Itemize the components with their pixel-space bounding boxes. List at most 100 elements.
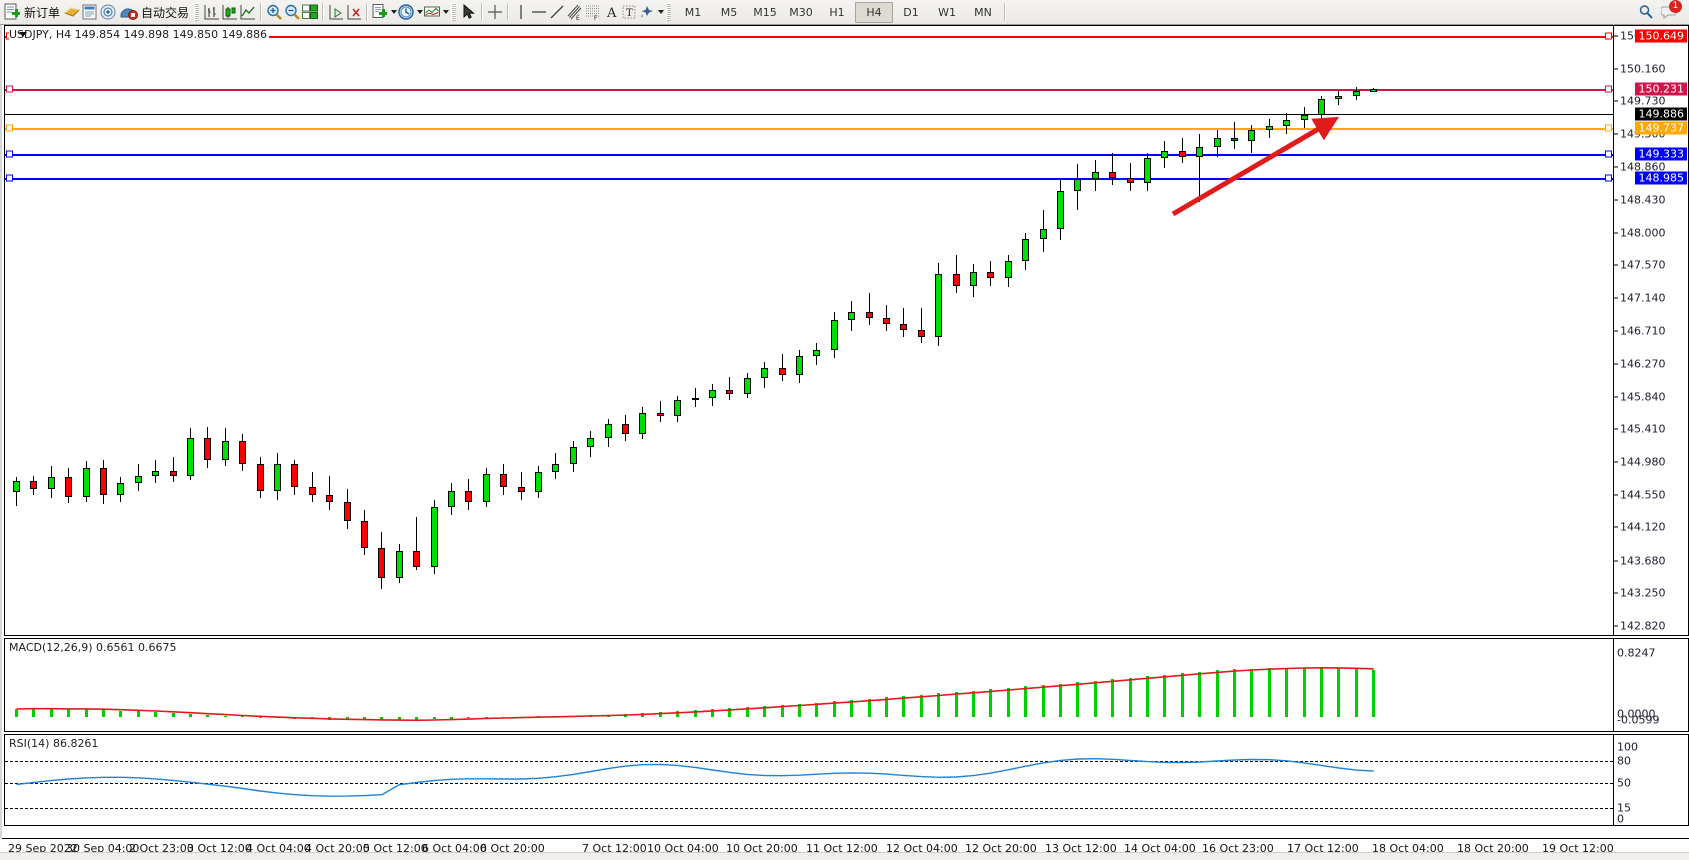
tile-windows-icon[interactable] [301,3,319,21]
market-watch-icon[interactable] [81,3,99,21]
fibonacci-icon[interactable]: F [584,3,602,22]
autotrade-button[interactable]: 自动交易 [117,1,192,23]
price-tick: 143.680 [1614,554,1666,567]
price-tick: 146.710 [1614,324,1666,337]
notifications-icon[interactable]: 1 [1660,0,1682,21]
text-label-icon[interactable]: T [620,3,638,21]
candle-body [1248,130,1256,142]
macd-histogram-bar [84,709,88,717]
add-indicator-icon[interactable] [371,3,389,21]
price-plot[interactable] [5,26,1613,635]
candle-body [134,475,142,484]
candle-chart-icon[interactable] [221,3,239,21]
level-line-current-price-black[interactable] [5,114,1613,115]
price-tick: 145.840 [1614,390,1666,403]
level-handle-resistance-red[interactable] [1605,32,1612,40]
timeframe-h4[interactable]: H4 [855,1,894,23]
macd-plot[interactable] [5,639,1613,731]
templates-dropdown-caret[interactable] [443,10,450,14]
trendline-icon[interactable] [548,3,566,21]
candle-body [691,398,699,401]
timeframe-m5[interactable]: M5 [720,5,738,19]
macd-histogram-bar [15,708,18,717]
period-clock-icon[interactable] [397,3,415,21]
cursor-icon[interactable] [460,3,478,21]
auto-scroll-icon[interactable] [345,3,363,21]
line-chart-icon[interactable] [239,3,257,21]
bar-chart-icon[interactable] [203,3,221,21]
level-line-pivot-orange[interactable] [5,128,1613,130]
rsi-plot[interactable] [5,735,1613,825]
timeframe-w1[interactable]: W1 [938,5,956,19]
timeframe-m15[interactable]: M15 [753,5,777,19]
toolbar-grip-2[interactable] [451,3,457,21]
level-handle-left-support-blue-1[interactable] [6,150,13,158]
new-order-button[interactable]: 新订单 [0,1,63,23]
candle-body [430,507,438,567]
macd-histogram-bar [450,717,453,719]
shapes-icon[interactable] [638,3,656,21]
navigator-icon[interactable] [99,3,117,21]
shapes-dropdown-caret[interactable] [658,10,665,14]
level-line-resistance-red[interactable] [5,36,1613,38]
period-dropdown-caret[interactable] [417,10,424,14]
timeframe-mn[interactable]: MN [974,5,992,19]
candle-body [291,464,299,487]
level-handle-support-blue-1[interactable] [1605,150,1612,158]
search-icon[interactable] [1637,3,1655,21]
macd-histogram-bar [780,704,784,717]
zoom-out-icon[interactable] [283,3,301,21]
level-line-resistance-crimson[interactable] [5,89,1613,91]
candle-body [1022,238,1030,262]
candle-body [117,483,125,495]
text-tool-icon[interactable]: A [602,3,620,21]
level-handle-resistance-crimson[interactable] [1605,85,1612,93]
zoom-in-icon[interactable] [265,3,283,21]
level-line-support-blue-2[interactable] [5,178,1613,180]
candle-body [361,521,368,548]
price-tag-149-737[interactable]: 149.737 [1634,121,1687,135]
candle-body [709,390,716,399]
symbol-caption-arrow-icon[interactable] [19,32,27,37]
level-handle-left-pivot-orange[interactable] [6,124,13,132]
crosshair-icon[interactable] [486,3,504,21]
vertical-line-icon[interactable] [512,3,530,21]
level-line-support-blue-1[interactable] [5,154,1613,156]
rsi-pane[interactable]: 100 80 50 15 0 RSI(14) 86.8261 [4,734,1689,826]
rsi-tick-15: 15 [1617,801,1631,815]
price-tag-149-333[interactable]: 149.333 [1634,147,1687,161]
timeframe-d1[interactable]: D1 [903,5,919,19]
level-handle-pivot-orange[interactable] [1605,124,1612,132]
timeframe-m1[interactable]: M1 [684,5,702,19]
templates-icon[interactable] [423,3,441,21]
price-tag-148-985[interactable]: 148.985 [1634,171,1687,185]
horizontal-line-icon[interactable] [530,3,548,21]
status-bar [0,852,1689,860]
price-tag-150-649[interactable]: 150.649 [1634,29,1687,43]
timeframe-h1[interactable]: H1 [829,5,845,19]
macd-signal-line [16,666,1374,722]
price-scale[interactable]: 142.820 143.250 143.680 144.120 144.550 144.9… [1613,26,1688,635]
candle-wick [1234,122,1235,149]
expert-advisors-icon[interactable] [63,3,81,21]
level-handle-support-blue-2[interactable] [1605,174,1612,182]
price-tag-149-886[interactable]: 149.886 [1634,107,1687,121]
macd-pane[interactable]: 0.8247 0.0000 -0.0599 MACD(12,26,9) 0.6561… [4,638,1689,732]
rsi-tick-80: 80 [1617,754,1631,768]
price-tag-150-231[interactable]: 150.231 [1634,82,1687,96]
price-pane[interactable]: 142.820 143.250 143.680 144.120 144.550 144.9… [4,25,1689,636]
equidistant-channel-icon[interactable]: E [566,3,584,22]
toolbar-grip-3[interactable] [666,3,672,21]
rsi-scale[interactable]: 100 80 50 15 0 [1613,735,1688,826]
chart-shift-icon[interactable] [327,3,345,21]
macd-scale[interactable]: 0.8247 0.0000 -0.0599 [1613,639,1688,731]
trend-arrow-up[interactable] [5,26,1542,635]
toolbar-grip-1[interactable] [194,3,200,21]
level-handle-left-support-blue-2[interactable] [6,174,13,182]
level-handle-left-resistance-crimson[interactable] [6,85,13,93]
chart-area[interactable]: 142.820 143.250 143.680 144.120 144.550 144.9… [0,25,1689,838]
new-order-icon [3,3,21,21]
candle-body [274,464,281,491]
timeframe-m30[interactable]: M30 [789,5,813,19]
indicator-dropdown-caret[interactable] [391,10,398,14]
